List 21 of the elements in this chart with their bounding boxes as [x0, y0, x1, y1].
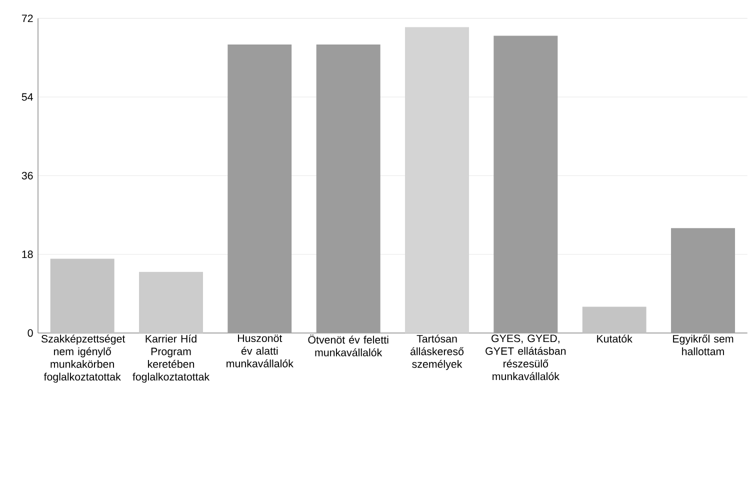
x-tick-label: Ötvenöt év feletti munkavállalók	[308, 334, 388, 356]
x-tick-label: Szakképzettséget nem igénylő munkakörben foglalkoztatottak	[41, 334, 126, 383]
bar	[494, 36, 558, 333]
x-tick-label: Karrier Híd Program keretében foglalkoztatottak	[132, 334, 210, 383]
y-tick-label: 54	[22, 93, 33, 101]
x-tick-label: Kutatók	[597, 334, 632, 343]
y-tick-label: 18	[22, 250, 33, 258]
x-tick-label: Tartósan álláskereső személyek	[410, 334, 464, 370]
bar	[228, 44, 292, 333]
bar	[139, 272, 203, 333]
bar	[50, 258, 114, 333]
bar	[316, 44, 380, 333]
bar	[671, 228, 736, 333]
bar	[582, 306, 646, 333]
bar	[405, 27, 470, 333]
y-tick-label: 0	[28, 329, 33, 337]
x-tick-label: Egyikről sem hallottam	[673, 334, 734, 356]
x-tick-label: GYES, GYED, GYET ellátásban részesülő munkavállalók	[486, 334, 566, 380]
x-tick-label: Huszonöt év alatti munkavállalók	[226, 334, 294, 368]
y-tick-label: 36	[22, 172, 33, 180]
y-tick-label: 72	[22, 14, 33, 22]
